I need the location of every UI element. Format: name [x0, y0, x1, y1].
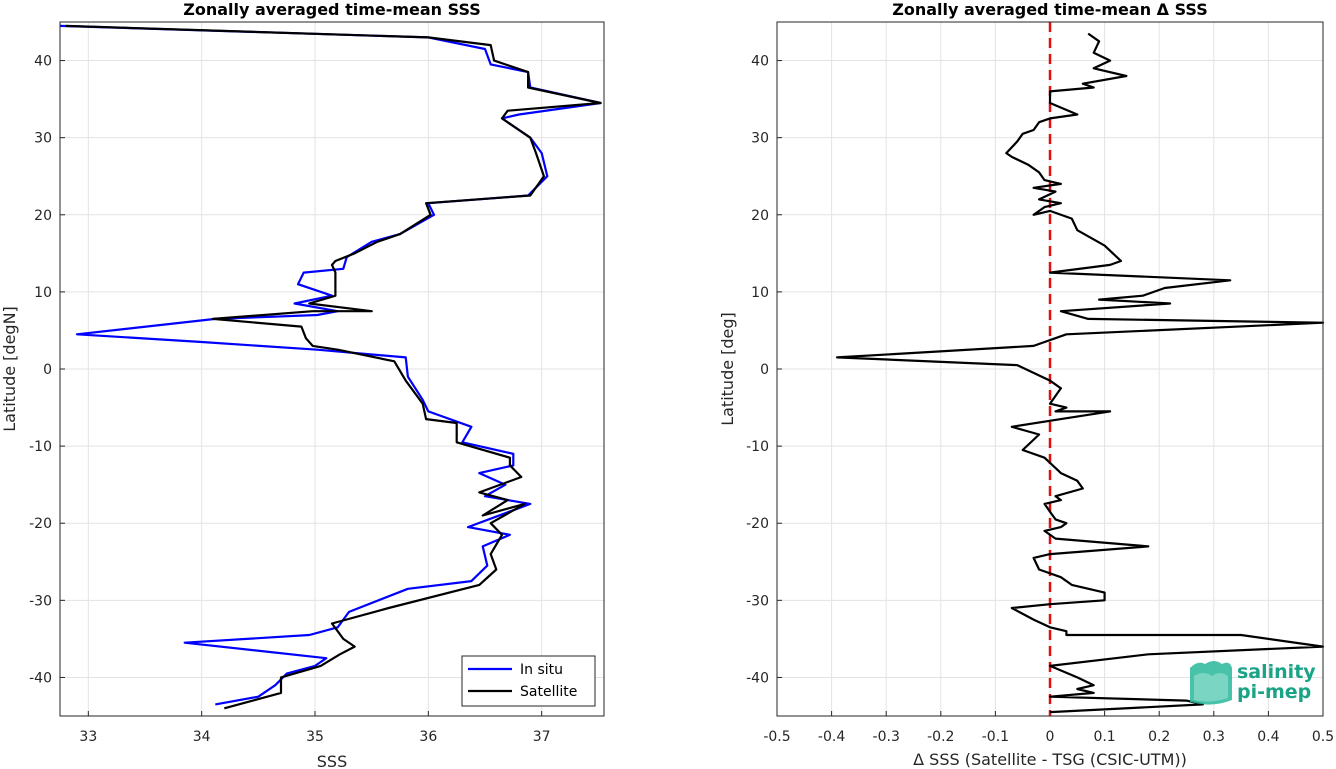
left-series-group — [59, 24, 602, 710]
right-series-delta-sss-line — [835, 32, 1325, 714]
left-series-in-situ-line — [59, 24, 602, 706]
right-y-tick-label: 20 — [751, 208, 769, 224]
left-y-tick-label: -30 — [29, 593, 52, 609]
right-x-tick-label: 0.1 — [1093, 729, 1115, 745]
right-x-tick-label: 0.2 — [1148, 729, 1170, 745]
left-y-tick-label: 40 — [34, 54, 52, 70]
left-x-tick-label: 35 — [306, 729, 324, 745]
left-y-tick-label: 0 — [43, 362, 52, 378]
left-y-tick-label: -40 — [29, 670, 52, 686]
left-gridlines — [60, 22, 604, 716]
right-y-tick-label: 40 — [751, 54, 769, 70]
left-y-tick-label: 20 — [34, 208, 52, 224]
right-x-tick-label: -0.5 — [763, 729, 790, 745]
left-x-tick-label: 37 — [533, 729, 551, 745]
right-x-tick-label: 0.5 — [1312, 729, 1334, 745]
left-x-tick-label: 36 — [419, 729, 437, 745]
legend-box — [461, 655, 596, 707]
legend-in-situ-label: In situ — [520, 662, 563, 678]
right-y-tick-label: -10 — [746, 439, 769, 455]
right-axes-box — [776, 21, 1324, 717]
logo-text-pi-mep: pi-mep — [1237, 681, 1311, 703]
left-y-tick-label: -10 — [29, 439, 52, 455]
right-y-tick-label: -20 — [746, 516, 769, 532]
legend: In situ Satellite — [461, 655, 596, 707]
right-chart-title: Zonally averaged time-mean Δ SSS — [892, 0, 1208, 19]
right-y-tick-label: -40 — [746, 670, 769, 686]
right-x-tick-label: -0.3 — [873, 729, 900, 745]
left-x-axis-label: SSS — [317, 752, 347, 769]
right-tick-labels: -0.5 -0.4 -0.3 -0.2 -0.1 0 0.1 0.2 0.3 0.4 0.5 -40 -… — [746, 54, 1334, 745]
right-y-tick-label: -30 — [746, 593, 769, 609]
logo-text-salinity: salinity — [1237, 661, 1316, 683]
right-x-tick-label: -0.2 — [927, 729, 954, 745]
right-y-tick-label: 10 — [751, 285, 769, 301]
left-chart: Zonally averaged time-mean SSS 33 34 35 36 3… — [0, 0, 605, 769]
right-x-tick-label: 0.3 — [1203, 729, 1225, 745]
right-x-axis-label: Δ SSS (Satellite - TSG (CSIC-UTM)) — [913, 750, 1187, 769]
right-y-tick-label: 30 — [751, 131, 769, 147]
left-y-tick-label: 30 — [34, 131, 52, 147]
left-y-axis-label: Latitude [degN] — [0, 306, 19, 432]
salinity-pi-mep-logo: salinity pi-mep — [1190, 661, 1316, 705]
right-x-tick-label: 0.4 — [1257, 729, 1279, 745]
left-series-satellite-line — [65, 24, 602, 710]
right-chart: Zonally averaged time-mean Δ SSS -0.5 -0.… — [718, 0, 1334, 769]
left-tick-labels: 33 34 35 36 37 -40 -30 -20 -10 0 10 20 30 40 — [29, 54, 550, 745]
right-y-tick-label: 0 — [760, 362, 769, 378]
left-y-tick-label: 10 — [34, 285, 52, 301]
left-y-tick-label: -20 — [29, 516, 52, 532]
left-chart-title: Zonally averaged time-mean SSS — [183, 0, 481, 19]
legend-satellite-label: Satellite — [520, 684, 577, 700]
logo-wave-highlight-icon — [1194, 673, 1228, 702]
right-series-group — [835, 22, 1325, 716]
left-axes-box — [59, 21, 605, 717]
right-y-axis-label: Latitude [deg] — [718, 312, 737, 426]
right-x-tick-label: 0 — [1046, 729, 1055, 745]
right-x-tick-label: -0.4 — [818, 729, 845, 745]
left-x-tick-label: 33 — [79, 729, 97, 745]
left-x-tick-label: 34 — [193, 729, 211, 745]
right-x-tick-label: -0.1 — [982, 729, 1009, 745]
